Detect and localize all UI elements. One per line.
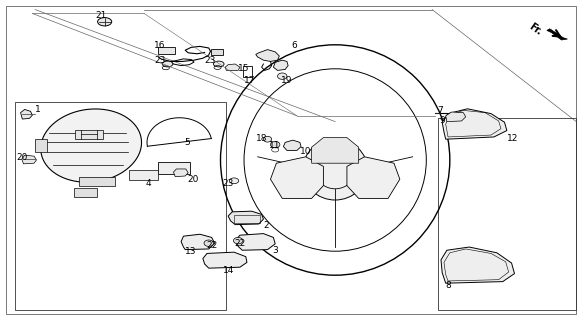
Polygon shape: [442, 109, 507, 139]
Polygon shape: [21, 109, 32, 119]
Polygon shape: [547, 29, 567, 40]
Ellipse shape: [233, 237, 243, 244]
Text: 22: 22: [234, 239, 246, 248]
Polygon shape: [225, 64, 240, 70]
Text: 6: 6: [291, 41, 297, 50]
Polygon shape: [256, 50, 279, 61]
Bar: [211, 49, 223, 55]
Text: 21: 21: [95, 11, 107, 20]
Ellipse shape: [229, 178, 239, 184]
Text: 19: 19: [281, 76, 293, 85]
Text: 1: 1: [35, 105, 41, 114]
Polygon shape: [312, 138, 359, 163]
Ellipse shape: [263, 136, 272, 142]
Ellipse shape: [162, 61, 173, 67]
Ellipse shape: [98, 18, 112, 26]
Bar: [243, 66, 252, 77]
Polygon shape: [228, 211, 263, 225]
Text: 17: 17: [244, 76, 256, 85]
Ellipse shape: [204, 240, 213, 246]
Text: 11: 11: [269, 141, 281, 150]
Polygon shape: [173, 169, 188, 177]
Text: 16: 16: [154, 41, 166, 50]
Ellipse shape: [270, 141, 280, 148]
Text: 10: 10: [300, 147, 312, 156]
Text: 3: 3: [272, 246, 278, 255]
Polygon shape: [270, 157, 323, 198]
Bar: [129, 170, 158, 180]
Bar: [234, 215, 260, 223]
Bar: [438, 118, 576, 310]
Text: 2: 2: [263, 221, 269, 230]
Ellipse shape: [303, 139, 368, 200]
Text: 23: 23: [154, 56, 166, 65]
Text: 4: 4: [145, 179, 151, 188]
Text: 20: 20: [16, 153, 28, 162]
Polygon shape: [283, 140, 301, 150]
Text: 12: 12: [507, 134, 519, 143]
Text: Fr.: Fr.: [527, 21, 543, 37]
Text: 9: 9: [439, 116, 445, 125]
Bar: [158, 47, 175, 54]
Bar: [15, 102, 226, 310]
Ellipse shape: [278, 73, 287, 79]
Text: 13: 13: [185, 247, 197, 256]
Polygon shape: [74, 188, 97, 197]
Bar: [158, 162, 190, 174]
Polygon shape: [441, 247, 514, 283]
Bar: [75, 130, 103, 139]
Polygon shape: [235, 234, 275, 250]
Polygon shape: [203, 252, 247, 268]
Text: 23: 23: [222, 179, 234, 188]
Polygon shape: [41, 109, 142, 182]
Text: 23: 23: [205, 56, 216, 65]
Polygon shape: [181, 234, 215, 250]
Text: 18: 18: [256, 134, 268, 143]
Polygon shape: [273, 60, 288, 70]
Text: 22: 22: [206, 241, 218, 250]
Text: 7: 7: [437, 106, 443, 115]
Ellipse shape: [213, 61, 224, 67]
Polygon shape: [347, 157, 400, 198]
Text: 8: 8: [445, 281, 451, 290]
Polygon shape: [35, 139, 47, 152]
Polygon shape: [446, 112, 466, 122]
Text: 15: 15: [238, 64, 250, 73]
Text: 5: 5: [184, 138, 190, 147]
Text: 20: 20: [187, 175, 199, 184]
Polygon shape: [22, 155, 36, 164]
Text: 14: 14: [222, 266, 234, 275]
Polygon shape: [79, 177, 115, 186]
